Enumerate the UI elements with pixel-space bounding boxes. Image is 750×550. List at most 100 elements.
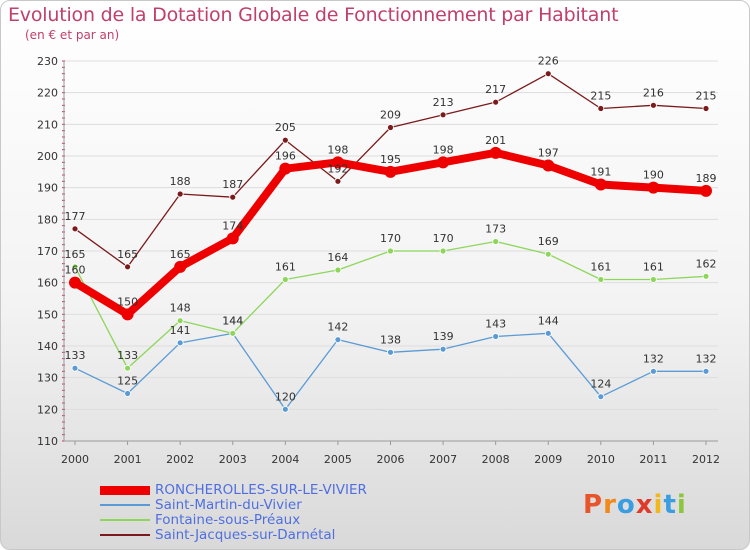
data-point [281,276,289,283]
data-label: 196 [275,150,296,163]
legend-swatch [100,504,150,506]
data-label: 161 [590,261,611,274]
data-point [71,364,79,372]
data-point [650,367,657,375]
data-point [279,162,292,175]
data-point [176,190,184,198]
legend-label: Saint-Martin-du-Vivier [155,497,302,513]
x-tick-label: 2000 [61,453,89,466]
data-point [439,247,447,255]
data-point [226,232,239,245]
data-point [331,156,344,169]
data-label: 165 [170,248,191,261]
y-tick-label: 160 [37,277,58,290]
data-label: 162 [696,257,717,270]
data-label: 124 [590,378,611,391]
chart-subtitle: (en € et par an) [25,28,120,42]
data-label: 139 [433,330,454,343]
y-tick-label: 190 [37,182,58,195]
data-label: 217 [485,83,506,96]
y-tick-label: 140 [37,340,58,353]
data-point [597,105,605,112]
data-label: 205 [275,121,296,134]
data-label: 133 [117,349,138,362]
data-label: 195 [380,153,401,166]
data-point [176,317,184,325]
data-point [281,405,289,413]
x-tick-label: 2010 [587,453,615,466]
data-label: 161 [643,261,664,274]
legend-item: RONCHEROLLES-SUR-LE-VIVIER [100,483,500,497]
y-tick-label: 130 [37,372,58,385]
logo-letter: i [653,490,664,520]
data-point [597,393,605,401]
x-tick-label: 2002 [166,453,194,466]
data-label: 133 [65,349,86,362]
data-point [650,276,657,283]
data-point [544,70,552,78]
data-point [492,333,500,340]
data-point [229,329,237,337]
data-label: 160 [65,264,86,277]
y-tick-label: 120 [37,403,58,416]
data-label: 169 [538,235,559,248]
x-tick-label: 2011 [639,453,667,466]
data-label: 150 [117,295,138,308]
y-tick-label: 170 [37,245,58,258]
data-point [492,98,500,106]
data-label: 165 [117,248,138,261]
data-point [544,250,552,258]
data-label: 189 [696,172,717,185]
data-labels: 133 125 141 144 120 142 138 139 143 144 124 132 132 1… [65,55,717,404]
logo-letter: x [635,490,654,520]
data-point [124,364,131,372]
y-tick-label: 150 [37,308,58,321]
data-point [387,348,394,356]
y-tick-label: 200 [37,150,58,163]
data-label: 144 [222,314,243,327]
data-label: 143 [485,318,506,331]
data-point [384,165,397,178]
axes: 110 120 130 140 150 160 170 180 190 200 210 220 230 2… [37,55,720,466]
x-tick-label: 2007 [429,453,457,466]
legend-item: Saint-Jacques-sur-Darnétal [100,528,500,542]
line-chart: 110 120 130 140 150 160 170 180 190 200 210 220 230 2… [37,55,720,466]
data-point [492,238,500,245]
data-point [650,101,657,109]
data-point [334,336,342,344]
legend-swatch [100,519,150,521]
data-point [702,272,710,280]
data-label: 174 [222,219,243,232]
data-point [229,193,237,201]
data-point [597,276,605,283]
data-label: 191 [590,166,611,179]
y-tick-label: 110 [37,435,58,448]
legend-swatch [100,534,150,536]
data-label: 190 [643,169,664,182]
data-label: 125 [117,375,138,388]
data-label: 170 [380,232,401,245]
data-point [387,124,394,131]
data-point [439,111,447,119]
data-label: 198 [433,143,454,156]
data-point [71,263,79,271]
data-label: 120 [275,390,296,403]
legend-item: Fontaine-sous-Préaux [100,513,500,527]
data-label: 141 [170,324,191,337]
data-point [176,339,184,347]
x-tick-label: 2005 [324,453,352,466]
logo-letter: P [583,490,604,520]
data-point [121,308,134,321]
data-label: 132 [643,352,664,365]
data-label: 132 [696,352,717,365]
data-label: 226 [538,55,559,68]
data-point [334,266,342,274]
x-tick-label: 2012 [692,453,720,466]
data-label: 188 [170,175,191,188]
data-point [439,345,447,353]
x-tick-label: 2003 [219,453,247,466]
data-point [174,260,187,273]
data-label: 144 [222,314,243,327]
data-point [71,225,79,233]
data-label: 142 [327,321,348,334]
